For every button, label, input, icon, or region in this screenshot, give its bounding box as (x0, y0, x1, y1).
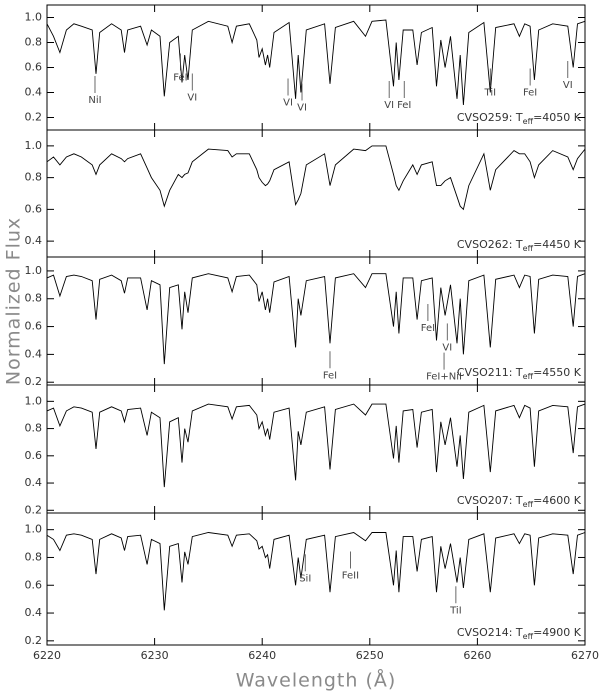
annotation: TiI (449, 605, 462, 616)
y-tick-label: 0.6 (25, 320, 43, 333)
y-tick-label: 0.2 (25, 634, 43, 647)
annotation: SiI (299, 573, 311, 584)
y-tick-label: 0.8 (25, 171, 43, 184)
annotation: TiI (484, 88, 497, 99)
star-label-part: eff (523, 117, 534, 126)
star-label: CVSO214: Teff=4900 K (457, 626, 582, 641)
y-tick-label: 1.0 (25, 139, 43, 152)
annotation: VI (283, 98, 293, 109)
y-tick-label: 0.4 (25, 606, 43, 619)
star-label-part: eff (523, 372, 534, 381)
star-label-part: CVSO259: T (457, 111, 523, 124)
annotation: VI (442, 342, 452, 353)
star-label: CVSO262: Teff=4450 K (457, 238, 582, 253)
y-tick-label: 1.0 (25, 523, 43, 536)
star-label-part: CVSO262: T (457, 238, 523, 251)
y-tick-label: 0.6 (25, 202, 43, 215)
y-tick-label: 0.8 (25, 36, 43, 49)
x-tick-label: 6270 (571, 649, 599, 662)
star-label-part: eff (523, 500, 534, 509)
y-tick-label: 1.0 (25, 11, 43, 24)
y-tick-label: 0.8 (25, 422, 43, 435)
spectrum-line (46, 403, 586, 488)
y-tick-label: 0.8 (25, 292, 43, 305)
star-label: CVSO211: Teff=4550 K (457, 366, 582, 381)
y-tick-label: 0.4 (25, 234, 43, 247)
annotation: FeII (342, 571, 359, 582)
star-label-part: CVSO211: T (457, 366, 523, 379)
y-tick-label: 1.0 (25, 264, 43, 277)
star-label-part: CVSO214: T (457, 626, 523, 639)
annotation: VI (187, 93, 197, 104)
y-tick-label: 0.4 (25, 86, 43, 99)
star-label-part: CVSO207: T (457, 494, 523, 507)
star-label: CVSO259: Teff=4050 K (457, 111, 582, 126)
y-tick-label: 0.6 (25, 61, 43, 74)
star-label-part: =4050 K (533, 111, 582, 124)
y-tick-label: 0.6 (25, 578, 43, 591)
y-tick-label: 0.4 (25, 347, 43, 360)
y-tick-label: 0.6 (25, 449, 43, 462)
annotation: NiI (88, 95, 101, 106)
x-tick-label: 6230 (141, 649, 169, 662)
star-label-part: =4450 K (533, 238, 582, 251)
annotation: FeI (173, 73, 187, 84)
spectrum-line (46, 532, 586, 611)
y-tick-label: 1.0 (25, 394, 43, 407)
y-tick-label: 0.2 (25, 111, 43, 124)
panel-frame (46, 512, 586, 646)
y-tick-label: 0.8 (25, 550, 43, 563)
star-label: CVSO207: Teff=4600 K (457, 494, 582, 509)
annotation: FeI (523, 88, 537, 99)
y-tick-label: 0.4 (25, 476, 43, 489)
spectrum-line (46, 273, 586, 365)
x-tick-label: 6240 (248, 649, 276, 662)
star-label-part: =4900 K (533, 626, 582, 639)
annotation: VI (384, 100, 394, 111)
y-tick-label: 0.2 (25, 503, 43, 516)
annotation: VI (563, 80, 573, 91)
annotation: FeI (397, 100, 411, 111)
annotation: VI (297, 103, 307, 114)
x-axis-title: Wavelength (Å) (236, 669, 397, 692)
star-label-part: eff (523, 244, 534, 253)
annotation: FeI (421, 323, 435, 334)
y-axis-title: Normalized Flux (3, 217, 25, 385)
star-label-part: =4550 K (533, 366, 582, 379)
y-tick-label: 0.2 (25, 375, 43, 388)
x-tick-label: 6260 (463, 649, 491, 662)
spectrum-line (46, 145, 586, 211)
x-tick-label: 6220 (33, 649, 61, 662)
annotation: FeI+NiI (426, 372, 462, 383)
spectrum-line (46, 19, 586, 106)
annotation: FeI (323, 370, 337, 381)
star-label-part: =4600 K (533, 494, 582, 507)
star-label-part: eff (523, 632, 534, 641)
x-tick-label: 6250 (356, 649, 384, 662)
